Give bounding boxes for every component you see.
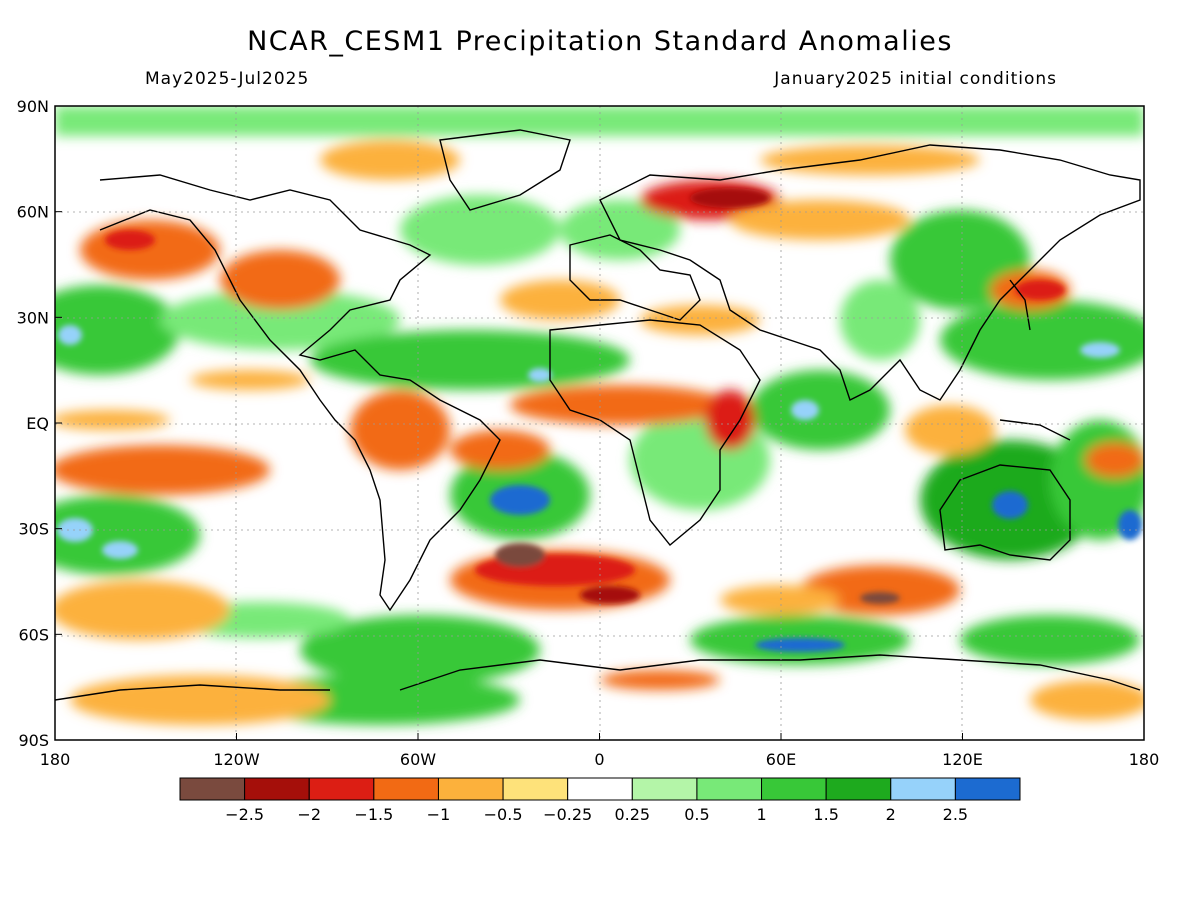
lon-tick-label: 60W bbox=[400, 750, 436, 769]
colorbar-swatch bbox=[437, 777, 504, 801]
colorbar-swatch bbox=[179, 777, 246, 801]
lat-tick-label: EQ bbox=[26, 414, 49, 433]
anomaly-field bbox=[55, 106, 1144, 740]
colorbar: −2.5 −2 −1.5 −1 −0.5 −0.25 0.25 0.5 1 1.5 2 2.5 bbox=[179, 777, 1021, 824]
lon-tick-label: 180 bbox=[1129, 750, 1160, 769]
lon-tick-label: 120E bbox=[942, 750, 983, 769]
colorbar-label: −2 bbox=[297, 805, 321, 824]
colorbar-label: −2.5 bbox=[225, 805, 264, 824]
initial-conditions: January2025 initial conditions bbox=[774, 69, 1057, 89]
colorbar-swatch bbox=[825, 777, 892, 801]
coastlines bbox=[55, 129, 1141, 701]
colorbar-swatch bbox=[244, 777, 310, 801]
colorbar-swatch bbox=[631, 777, 698, 801]
colorbar-swatch bbox=[954, 777, 1021, 801]
colorbar-swatch bbox=[761, 777, 827, 801]
longitude-axis: 180 120W 60W 0 60E 120E 180 bbox=[40, 733, 1160, 769]
forecast-period: May2025-Jul2025 bbox=[145, 69, 310, 89]
lat-tick-label: 60N bbox=[17, 203, 49, 222]
lat-tick-label: 30N bbox=[17, 308, 49, 327]
colorbar-swatch bbox=[373, 777, 439, 801]
colorbar-label: 2 bbox=[886, 805, 896, 824]
lon-tick-label: 0 bbox=[594, 750, 604, 769]
lat-tick-label: 90S bbox=[18, 731, 49, 750]
colorbar-swatch bbox=[696, 777, 763, 801]
lon-tick-label: 180 bbox=[40, 750, 71, 769]
colorbar-label: 0.25 bbox=[614, 805, 650, 824]
colorbar-label: 1 bbox=[756, 805, 766, 824]
colorbar-label: −1.5 bbox=[354, 805, 393, 824]
graticule bbox=[55, 106, 1144, 740]
lon-tick-label: 120W bbox=[213, 750, 260, 769]
colorbar-swatch bbox=[502, 777, 569, 801]
chart-title: NCAR_CESM1 Precipitation Standard Anomal… bbox=[247, 26, 953, 57]
colorbar-swatch bbox=[890, 777, 956, 801]
colorbar-label: −0.25 bbox=[543, 805, 592, 824]
lat-tick-label: 60S bbox=[18, 625, 49, 644]
lat-tick-label: 90N bbox=[17, 97, 49, 116]
colorbar-label: 0.5 bbox=[684, 805, 709, 824]
colorbar-swatch bbox=[308, 777, 375, 801]
colorbar-label: −0.5 bbox=[484, 805, 523, 824]
latitude-axis: 90N 60N 30N EQ 30S 60S 90S bbox=[17, 97, 62, 750]
colorbar-label: −1 bbox=[427, 805, 451, 824]
colorbar-label: 2.5 bbox=[943, 805, 968, 824]
colorbar-swatch bbox=[567, 777, 633, 801]
lat-tick-label: 30S bbox=[18, 520, 49, 539]
colorbar-label: 1.5 bbox=[813, 805, 838, 824]
lon-tick-label: 60E bbox=[766, 750, 796, 769]
